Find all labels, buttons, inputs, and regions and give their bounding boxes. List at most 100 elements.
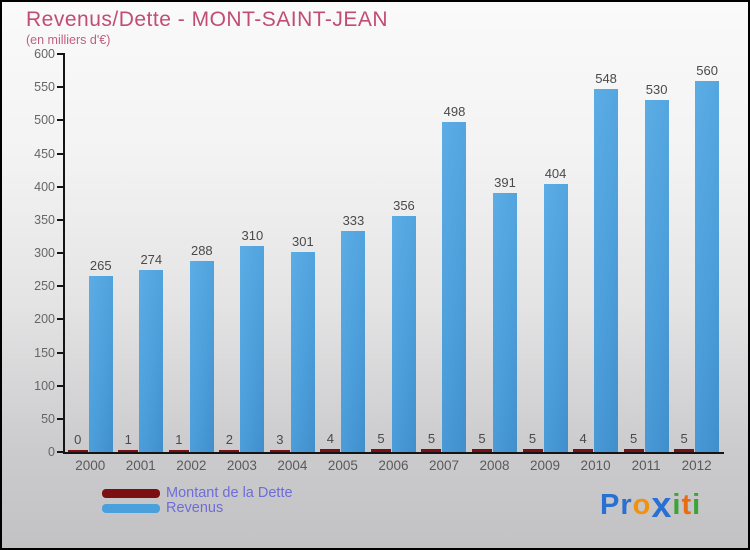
x-tick-label: 2006 — [378, 458, 409, 473]
bar-groups: 0 265 2000 1 274 2001 1 288 2002 2 310 2003 3 301 2004… — [65, 54, 722, 473]
y-tick-label: 250 — [34, 279, 55, 294]
bar-revenus: 404 — [543, 166, 568, 452]
bar-value-label: 301 — [292, 234, 314, 250]
bar-value-label: 4 — [579, 431, 587, 447]
bar-value-label: 3 — [276, 432, 284, 447]
x-tick-label: 2000 — [75, 458, 106, 473]
y-tick-label: 400 — [34, 179, 55, 194]
bar-value-label: 5 — [478, 430, 486, 446]
bar-group: 1 288 2002 — [166, 54, 217, 473]
y-tick — [57, 417, 63, 420]
logo-letter: x — [651, 484, 673, 525]
y-tick — [57, 86, 63, 89]
y-tick — [57, 119, 63, 122]
bar-group: 4 333 2005 — [318, 54, 369, 473]
bar-value-label: 1 — [124, 432, 132, 447]
brand-logo: Proxiti — [600, 485, 701, 525]
y-tick-label: 600 — [34, 47, 55, 61]
logo-letter: r — [620, 489, 633, 521]
bar-dette: 5 — [421, 431, 442, 452]
bar-value-label: 5 — [629, 430, 638, 446]
y-tick — [57, 252, 63, 254]
bar-value-label: 548 — [595, 70, 617, 86]
legend-label-revenus: Revenus — [166, 500, 224, 516]
logo-letter: t — [681, 489, 693, 521]
x-tick-label: 2012 — [681, 458, 712, 473]
logo-letter: o — [632, 489, 652, 521]
x-tick-label: 2002 — [176, 458, 207, 473]
legend-label-dette: Montant de la Dette — [166, 485, 293, 501]
y-tick — [57, 351, 63, 354]
bar-group: 5 404 2009 — [520, 54, 571, 473]
y-tick-label: 500 — [34, 113, 55, 128]
bar-dette: 3 — [269, 432, 290, 452]
bar-group: 4 548 2010 — [570, 54, 621, 473]
bar-dette: 2 — [219, 432, 240, 452]
bar-value-label: 5 — [680, 430, 688, 446]
bar-revenus: 498 — [442, 104, 467, 452]
bar-dette: 0 — [67, 432, 88, 452]
bar-value-label: 391 — [494, 174, 516, 190]
bar-value-label: 356 — [393, 197, 415, 213]
bar-dette: 5 — [370, 431, 391, 452]
bar-value-label: 333 — [342, 213, 365, 229]
bar-group: 5 356 2006 — [368, 54, 419, 473]
y-tick-label: 150 — [34, 345, 55, 360]
bar-dette: 4 — [573, 431, 594, 452]
legend-swatch-dette — [102, 489, 160, 498]
bar-group: 5 530 2011 — [621, 54, 672, 473]
bar-value-label: 265 — [89, 258, 112, 274]
y-tick-label: 550 — [34, 80, 55, 95]
bar-revenus: 301 — [290, 234, 315, 452]
bar-revenus: 265 — [88, 258, 113, 452]
x-tick-label: 2003 — [226, 458, 257, 473]
y-tick — [57, 285, 63, 288]
bar-value-label: 0 — [74, 432, 82, 447]
legend-item-dette: Montant de la Dette — [102, 486, 293, 501]
y-tick-label: 100 — [34, 378, 55, 393]
y-tick — [57, 384, 63, 387]
x-tick-label: 2004 — [277, 458, 308, 473]
bar-dette: 1 — [118, 432, 139, 452]
y-tick-label: 200 — [34, 312, 55, 327]
bar-value-label: 5 — [427, 430, 436, 446]
x-tick-label: 2007 — [428, 458, 460, 473]
x-tick-label: 2010 — [580, 458, 611, 473]
bar-value-label: 4 — [326, 431, 335, 447]
legend-item-revenus: Revenus — [102, 501, 293, 516]
bar-dette: 5 — [472, 431, 493, 452]
bar-group: 3 301 2004 — [267, 54, 318, 473]
bar-group: 5 560 2012 — [671, 54, 722, 473]
bar-value-label: 498 — [443, 103, 466, 119]
bar-group: 5 391 2008 — [469, 54, 520, 473]
legend-swatch-revenus — [102, 504, 160, 513]
logo-letter: i — [692, 489, 702, 521]
y-axis-line — [63, 53, 65, 454]
y-tick-label: 350 — [34, 212, 55, 227]
x-axis-line — [63, 452, 724, 454]
bar-revenus: 391 — [493, 175, 518, 452]
logo-letter: i — [672, 489, 682, 521]
bar-value-label: 310 — [241, 228, 264, 244]
y-tick — [57, 318, 63, 321]
bar-value-label: 2 — [225, 432, 233, 447]
chart-subtitle: (en milliers d'€) — [26, 33, 111, 47]
bar-revenus: 530 — [644, 82, 669, 452]
y-tick-label: 300 — [34, 246, 55, 260]
bar-revenus: 333 — [341, 213, 366, 452]
bar-revenus: 310 — [240, 228, 265, 452]
legend: Montant de la Dette Revenus — [102, 486, 293, 516]
bar-value-label: 274 — [140, 252, 163, 268]
bar-value-label: 5 — [377, 430, 385, 446]
bar-value-label: 560 — [696, 62, 718, 78]
bar-value-label: 404 — [544, 166, 567, 182]
y-tick — [57, 152, 63, 155]
bar-revenus: 548 — [594, 71, 619, 452]
x-tick-label: 2001 — [125, 458, 156, 473]
x-tick-label: 2009 — [530, 458, 561, 473]
bar-group: 1 274 2001 — [116, 54, 167, 473]
plot-area: 0 265 2000 1 274 2001 1 288 2002 2 310 2003 3 301 2004… — [34, 47, 724, 473]
y-tick — [57, 53, 63, 55]
bar-value-label: 288 — [190, 242, 213, 258]
x-tick-label: 2008 — [479, 458, 510, 473]
